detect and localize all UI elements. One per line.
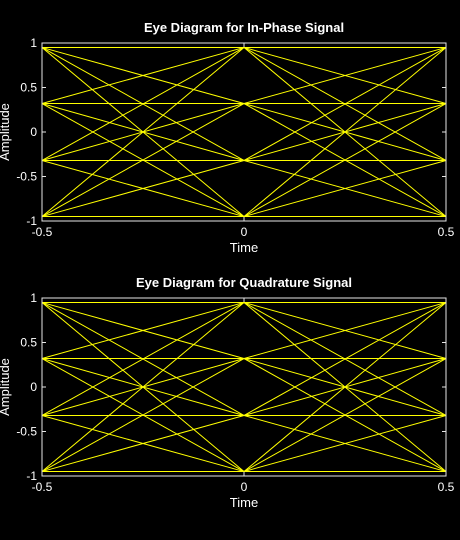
trace-line (243, 414, 447, 473)
chart-1: Eye Diagram for In-Phase Signal -0.5 0 0.5 1… (0, 20, 455, 255)
trace-line (41, 302, 245, 472)
trace-line (41, 46, 245, 105)
y-axis-label: Amplitude (0, 358, 12, 416)
trace-line (41, 159, 245, 218)
x-tick-label: 0 (241, 225, 248, 239)
axes-box (41, 297, 447, 477)
x-tick-label: 0 (241, 480, 248, 494)
trace-line (41, 358, 245, 472)
x-axis-label: Time (230, 240, 258, 255)
trace-line (243, 46, 447, 105)
trace-line (243, 302, 447, 472)
chart-2: Eye Diagram for Quadrature Signal -0.5 0 0.… (0, 275, 455, 510)
y-tick-label: 0.5 (20, 81, 37, 95)
trace-line (243, 159, 447, 218)
y-tick-label: 1 (30, 36, 37, 50)
y-tick-label: -0.5 (16, 425, 37, 439)
y-tick-label: -1 (26, 214, 37, 228)
x-tick-label: 0.5 (438, 480, 455, 494)
y-tick-label: 0 (30, 380, 37, 394)
trace-line (41, 103, 245, 217)
trace-line (243, 47, 447, 161)
trace-line (243, 358, 447, 472)
x-tick-label: -0.5 (32, 225, 53, 239)
trace-line (243, 301, 447, 360)
y-tick-label: -1 (26, 469, 37, 483)
x-tick-label: -0.5 (32, 480, 53, 494)
y-tick-label: 0 (30, 125, 37, 139)
eye-traces (41, 46, 447, 218)
chart-title: Eye Diagram for Quadrature Signal (136, 275, 352, 290)
y-tick-label: 1 (30, 291, 37, 305)
axes-box (41, 42, 447, 222)
trace-line (41, 414, 245, 473)
chart-title: Eye Diagram for In-Phase Signal (144, 20, 344, 35)
trace-line (243, 302, 447, 416)
x-tick-label: 0.5 (438, 225, 455, 239)
x-axis-label: Time (230, 495, 258, 510)
trace-line (41, 301, 245, 360)
trace-line (41, 47, 245, 161)
eye-traces (41, 301, 447, 473)
trace-line (41, 302, 245, 416)
y-axis-label: Amplitude (0, 103, 12, 161)
trace-line (243, 103, 447, 217)
y-tick-label: 0.5 (20, 336, 37, 350)
trace-line (243, 47, 447, 217)
trace-line (41, 47, 245, 217)
y-tick-label: -0.5 (16, 170, 37, 184)
